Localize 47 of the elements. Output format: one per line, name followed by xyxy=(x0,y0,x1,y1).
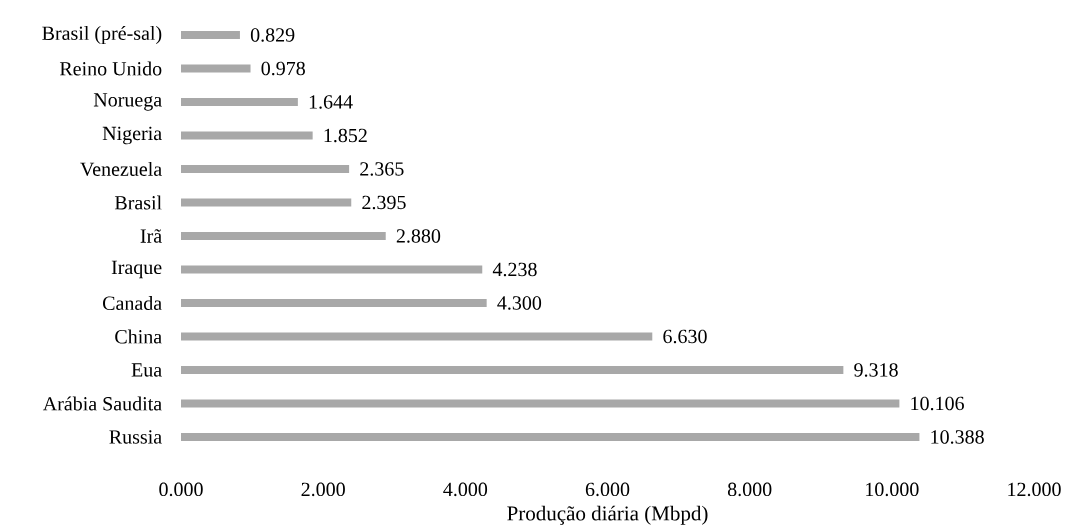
data-label: 9.318 xyxy=(854,363,898,377)
x-tick-label: 0.000 xyxy=(159,482,203,497)
bar xyxy=(181,30,240,39)
y-tick-label: China xyxy=(115,329,162,344)
y-tick-label: Reino Unido xyxy=(59,61,162,76)
data-label: 10.106 xyxy=(911,396,964,411)
y-tick-label: Brasil (pré-sal) xyxy=(42,25,162,45)
y-tick-label: Noruega xyxy=(93,93,162,111)
bar xyxy=(181,198,352,207)
y-tick-label: Brasil xyxy=(114,195,162,210)
y-tick-label: Russia xyxy=(109,430,162,444)
data-label: 4.300 xyxy=(497,296,542,310)
y-tick-label: Canada xyxy=(103,295,162,311)
data-label: 1.852 xyxy=(324,128,367,143)
bar xyxy=(181,164,350,173)
x-tick-label: 8.000 xyxy=(727,482,772,497)
bar xyxy=(181,332,653,341)
bar xyxy=(181,365,844,374)
data-label: 2.365 xyxy=(360,162,404,176)
y-tick-label: Irã xyxy=(140,229,162,243)
y-tick-label: Venezuela xyxy=(80,161,162,177)
data-label: 0.829 xyxy=(250,28,295,42)
bar xyxy=(181,298,487,307)
bar xyxy=(181,399,900,408)
y-tick-label: Iraque xyxy=(111,260,162,279)
y-tick-label: Nigeria xyxy=(102,126,162,145)
x-tick-label: 6.000 xyxy=(585,482,630,497)
x-tick-label: 2.000 xyxy=(301,482,345,497)
data-label: 6.630 xyxy=(663,329,707,344)
bar xyxy=(181,97,298,106)
bar xyxy=(181,231,386,240)
x-tick-label: 4.000 xyxy=(443,482,488,497)
data-label: 2.880 xyxy=(396,229,441,243)
data-label: 4.238 xyxy=(492,262,537,277)
data-label: 1.644 xyxy=(309,95,353,109)
bar xyxy=(181,265,483,274)
data-label: 2.395 xyxy=(362,195,406,210)
data-label: 0.978 xyxy=(261,61,305,76)
data-label: 10.388 xyxy=(931,430,984,444)
y-tick-label: Eua xyxy=(131,363,162,377)
x-axis-title: Produção diária (Mbpd) xyxy=(507,505,708,525)
bar xyxy=(181,432,920,441)
bar xyxy=(181,64,251,73)
x-tick-label: 12.000 xyxy=(1008,482,1061,497)
x-tick-label: 10.000 xyxy=(866,482,919,497)
y-tick-label: Arábia Saudita xyxy=(42,396,162,411)
bar xyxy=(181,131,313,140)
